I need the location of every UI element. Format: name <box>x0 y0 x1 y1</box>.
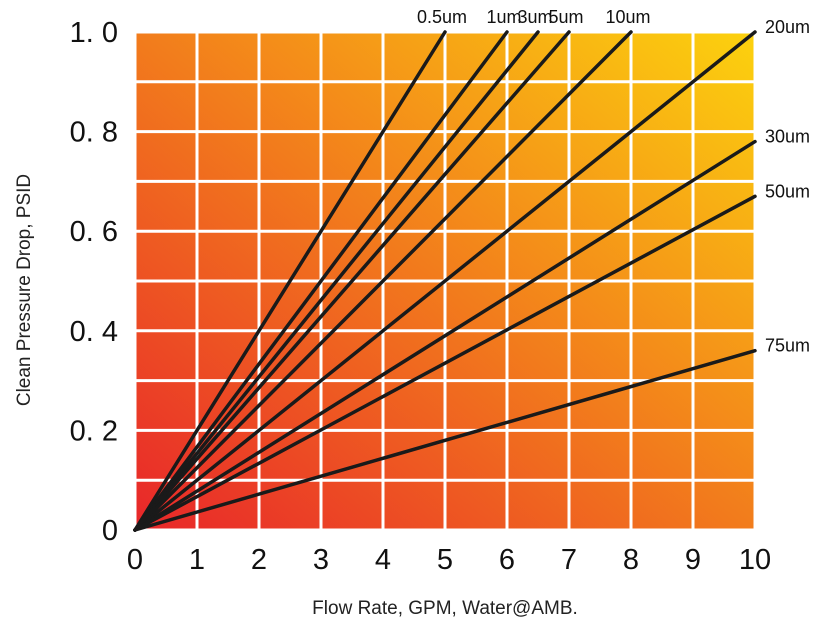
y-tick-label: 0. 6 <box>70 216 118 248</box>
series-line-30um <box>133 139 757 532</box>
series-line-10um <box>133 30 633 532</box>
x-tick-label: 10 <box>739 544 771 576</box>
x-tick-labels: 0 1 2 3 4 5 6 7 8 9 10 <box>127 544 771 576</box>
series-line-0.5um <box>133 30 447 532</box>
x-axis-label: Flow Rate, GPM, Water@AMB. <box>312 598 578 619</box>
x-tick-label: 3 <box>313 544 329 576</box>
y-tick-label: 0. 8 <box>70 117 118 149</box>
series-label-10um: 10um <box>605 7 650 27</box>
x-tick-label: 2 <box>251 544 267 576</box>
series-label-3um: 3um <box>517 7 552 27</box>
x-tick-label: 9 <box>685 544 701 576</box>
x-tick-label: 8 <box>623 544 639 576</box>
series-line-20um <box>133 30 757 532</box>
x-tick-label: 0 <box>127 544 143 576</box>
series-label-30um: 30um <box>765 127 810 147</box>
y-tick-label: 0. 2 <box>70 415 118 447</box>
series-line-1um <box>133 30 509 532</box>
y-tick-label: 0 <box>102 515 118 547</box>
series-label-75um: 75um <box>765 336 810 356</box>
series-label-5um: 5um <box>548 7 583 27</box>
y-tick-labels: 0 0. 2 0. 4 0. 6 0. 8 1. 0 <box>70 17 118 547</box>
series-label-50um: 50um <box>765 181 810 201</box>
x-tick-label: 4 <box>375 544 391 576</box>
series-label-20um: 20um <box>765 17 810 37</box>
y-tick-label: 1. 0 <box>70 17 118 49</box>
series-line-75um <box>133 348 757 532</box>
x-tick-label: 7 <box>561 544 577 576</box>
series-label-0.5um: 0.5um <box>417 7 467 27</box>
series-label-1um: 1um <box>486 7 521 27</box>
x-tick-label: 6 <box>499 544 515 576</box>
y-axis-label: Clean Pressure Drop, PSID <box>14 174 35 406</box>
x-tick-label: 1 <box>189 544 205 576</box>
series-line-50um <box>133 194 757 532</box>
x-tick-label: 5 <box>437 544 453 576</box>
y-tick-label: 0. 4 <box>70 316 118 348</box>
series-line-3um <box>133 30 540 532</box>
series-line-5um <box>133 30 571 532</box>
series-lines <box>133 30 757 532</box>
